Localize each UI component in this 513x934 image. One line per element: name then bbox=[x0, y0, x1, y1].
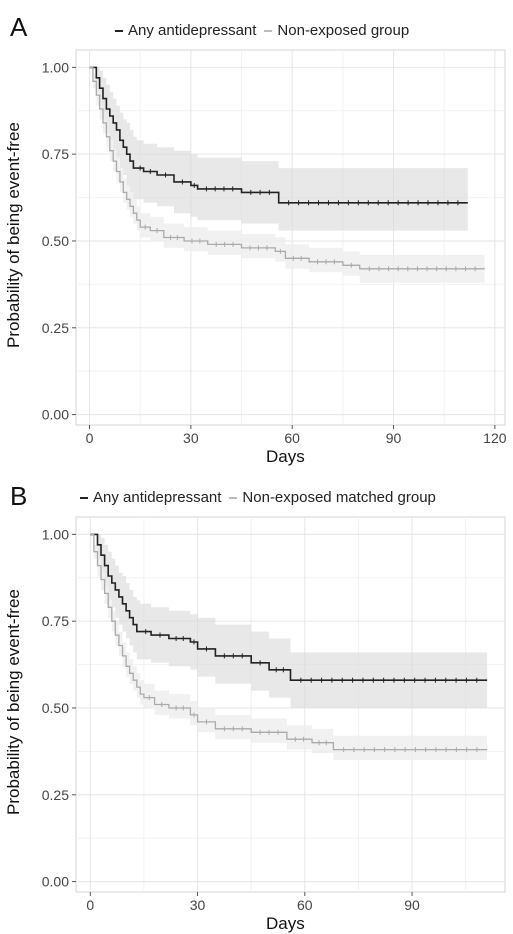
panel-a-y-tick-label: 0.00 bbox=[42, 407, 69, 423]
panel-b-x-tick-label: 30 bbox=[190, 897, 206, 913]
panel-a-legend: Any antidepressant Non-exposed group bbox=[115, 22, 417, 39]
legend-label-non-exposed: Non-exposed group bbox=[277, 22, 410, 39]
panel-a-y-tick-label: 0.75 bbox=[42, 146, 69, 162]
panel-b-x-axis-label: Days bbox=[266, 914, 305, 933]
panel-a-y-tick-label: 0.50 bbox=[42, 233, 69, 249]
panel-b-y-tick-label: 1.00 bbox=[42, 526, 69, 542]
panel-b-x-tick-label: 60 bbox=[297, 897, 313, 913]
legend-label-antidepressant-b: Any antidepressant bbox=[93, 489, 222, 506]
panel-b-y-axis-label: Probability of being event-free bbox=[4, 589, 23, 815]
legend-key-antidepressant-b bbox=[80, 496, 88, 499]
panel-b-x-tick-label: 0 bbox=[86, 897, 94, 913]
panel-b-plot: 0 30 60 90 0.00 0.25 0.50 0.75 1.00 bbox=[42, 516, 506, 913]
legend-key-non-exposed-matched bbox=[229, 496, 238, 499]
panel-a-y-tick-label: 0.25 bbox=[42, 320, 69, 336]
legend-item-antidepressant-b: Any antidepressant bbox=[80, 489, 221, 506]
panel-a: A Any antidepressant Non-exposed group 0… bbox=[4, 12, 507, 466]
panel-a-y-tick-label: 1.00 bbox=[42, 59, 69, 75]
panel-a-x-tick-label: 60 bbox=[284, 430, 300, 446]
legend-item-non-exposed: Non-exposed group bbox=[264, 22, 409, 39]
panel-b-legend: Any antidepressant Non-exposed matched g… bbox=[80, 489, 444, 506]
panel-a-label: A bbox=[10, 12, 28, 42]
legend-item-non-exposed-matched: Non-exposed matched group bbox=[229, 489, 436, 506]
panel-a-x-axis-label: Days bbox=[266, 447, 305, 466]
panel-b-y-tick-label: 0.00 bbox=[42, 874, 69, 890]
panel-b-x-tick-label: 90 bbox=[404, 897, 420, 913]
panel-a-x-tick-label: 90 bbox=[386, 430, 402, 446]
panel-b-y-tick-label: 0.50 bbox=[42, 700, 69, 716]
panel-a-x-tick-label: 0 bbox=[86, 430, 94, 446]
legend-key-non-exposed bbox=[264, 29, 273, 32]
legend-label-non-exposed-matched: Non-exposed matched group bbox=[242, 489, 436, 506]
panel-b-series-line-0 bbox=[90, 533, 488, 681]
panel-a-plot: 0 30 60 90 120 0.00 0.25 0.50 0.75 1.00 bbox=[42, 49, 507, 446]
panel-b: B Any antidepressant Non-exposed matched… bbox=[0, 467, 513, 934]
panel-a-series-line-0 bbox=[89, 66, 468, 204]
panel-a-ci-band-1 bbox=[89, 67, 485, 283]
panel-a-x-tick-label: 120 bbox=[483, 430, 507, 446]
panel-b-ci-band-1 bbox=[90, 534, 488, 761]
panel-b-label: B bbox=[10, 481, 28, 511]
panel-b-series-line-1 bbox=[90, 533, 488, 751]
legend-key-antidepressant bbox=[115, 29, 123, 32]
panel-b-y-tick-label: 0.25 bbox=[42, 787, 69, 803]
legend-label-antidepressant: Any antidepressant bbox=[128, 22, 257, 39]
legend-item-antidepressant: Any antidepressant bbox=[115, 22, 256, 39]
panel-a-y-axis-label: Probability of being event-free bbox=[4, 122, 23, 348]
panel-a-ci-band-0 bbox=[89, 67, 468, 231]
panel-b-y-tick-label: 0.75 bbox=[42, 613, 69, 629]
panel-a-x-tick-label: 30 bbox=[183, 430, 199, 446]
panel-b-ci-band-0 bbox=[90, 534, 488, 708]
